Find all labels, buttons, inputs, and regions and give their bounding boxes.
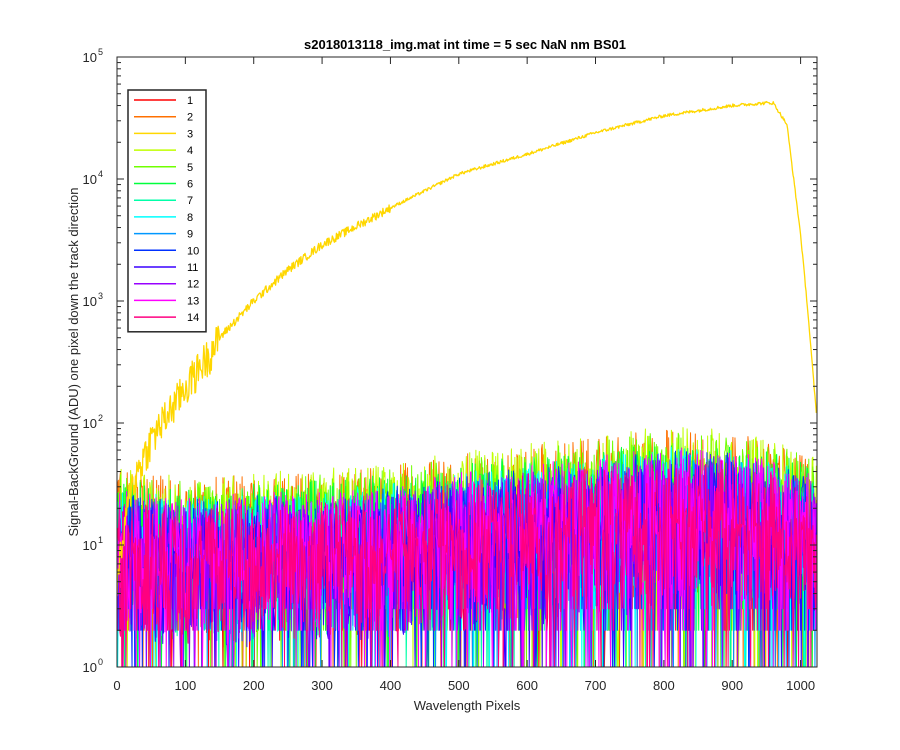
x-tick-label: 200 <box>243 678 265 693</box>
y-tick-exponent: 5 <box>98 47 103 57</box>
y-tick-label: 10 <box>83 416 97 431</box>
x-tick-label: 100 <box>175 678 197 693</box>
legend-label-13: 13 <box>187 295 199 307</box>
series-layer <box>117 100 817 667</box>
y-tick-exponent: 1 <box>98 535 103 545</box>
legend-label-9: 9 <box>187 229 193 241</box>
x-axis: 0 100 200 300 400 500 600 700 800 900 1000 <box>113 57 815 693</box>
y-tick-exponent: 0 <box>98 657 103 667</box>
legend-label-5: 5 <box>187 162 193 174</box>
legend-label-7: 7 <box>187 195 193 207</box>
y-axis-label: Signal-BackGround (ADU) one pixel down t… <box>66 187 81 536</box>
legend-label-1: 1 <box>187 95 193 107</box>
x-tick-label: 700 <box>585 678 607 693</box>
legend-label-2: 2 <box>187 112 193 124</box>
chart-title: s2018013118_img.mat int time = 5 sec NaN… <box>304 37 626 52</box>
x-tick-label: 600 <box>516 678 538 693</box>
y-tick-label: 10 <box>83 50 97 65</box>
legend-label-6: 6 <box>187 179 193 191</box>
x-axis-label: Wavelength Pixels <box>414 698 521 713</box>
axes-frame <box>116 56 818 668</box>
y-tick-label: 10 <box>83 660 97 675</box>
y-tick-label: 10 <box>83 538 97 553</box>
y-tick-exponent: 2 <box>98 413 103 423</box>
x-tick-label: 0 <box>113 678 120 693</box>
legend-label-3: 3 <box>187 128 193 140</box>
y-tick-label: 10 <box>83 294 97 309</box>
legend-label-14: 14 <box>187 312 199 324</box>
legend-label-10: 10 <box>187 245 199 257</box>
x-tick-label: 900 <box>721 678 743 693</box>
x-tick-label: 1000 <box>786 678 815 693</box>
x-tick-label: 500 <box>448 678 470 693</box>
legend-label-11: 11 <box>187 262 198 274</box>
legend-label-4: 4 <box>187 145 193 157</box>
y-tick-exponent: 3 <box>98 291 103 301</box>
legend-label-12: 12 <box>187 279 199 291</box>
legend-label-8: 8 <box>187 212 193 224</box>
x-tick-label: 800 <box>653 678 675 693</box>
y-tick-exponent: 4 <box>98 169 103 179</box>
series-line-14 <box>117 459 817 667</box>
legend-box <box>127 89 207 333</box>
x-tick-label: 300 <box>311 678 333 693</box>
x-tick-label: 400 <box>380 678 402 693</box>
y-tick-label: 10 <box>83 172 97 187</box>
series-line-3 <box>117 100 817 597</box>
